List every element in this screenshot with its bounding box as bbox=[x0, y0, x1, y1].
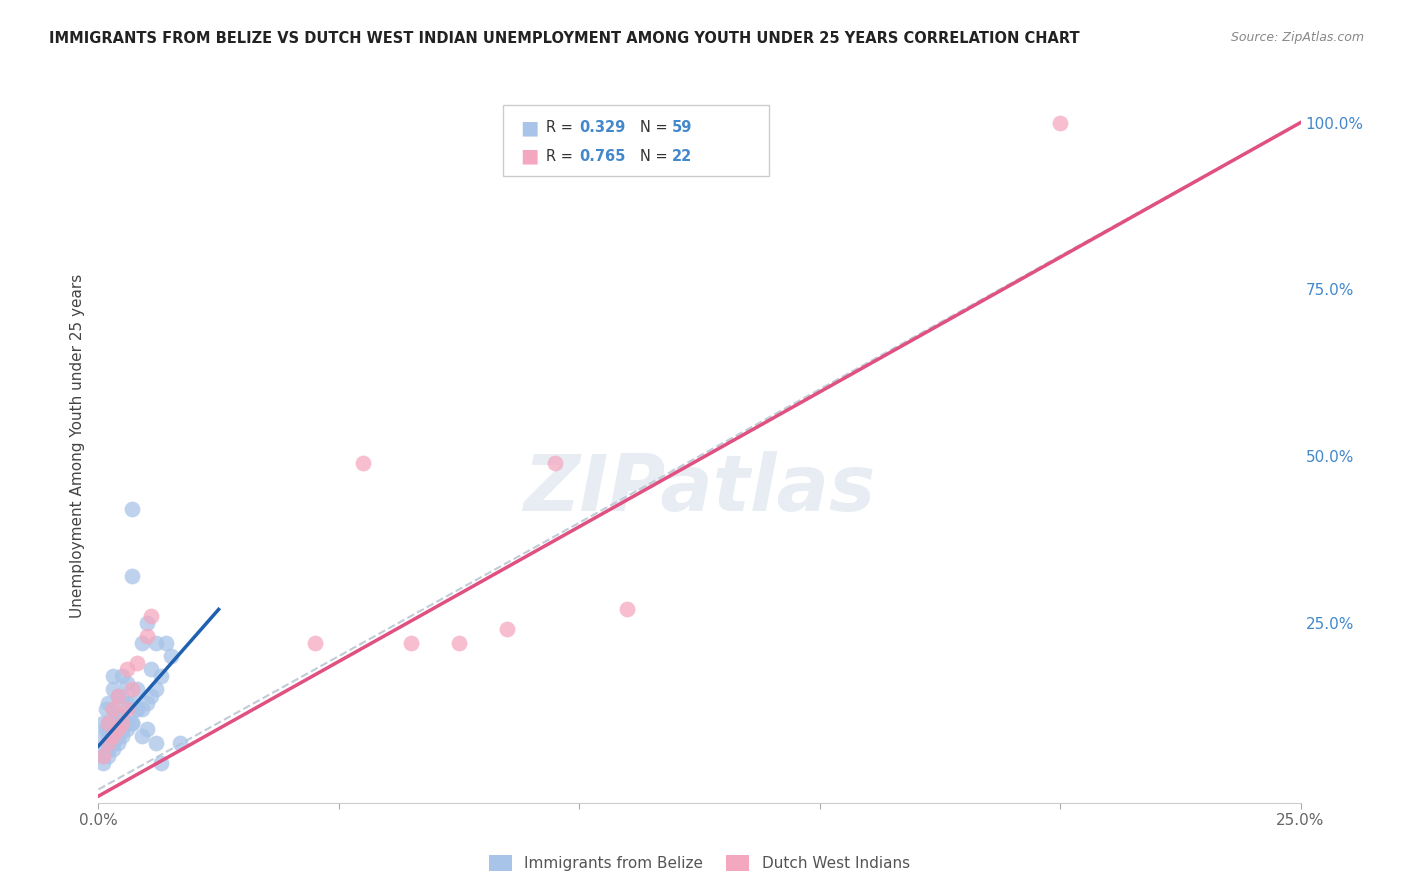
Point bbox=[90, 742, 112, 756]
Point bbox=[101, 736, 124, 750]
Point bbox=[125, 682, 148, 697]
Point bbox=[91, 749, 114, 764]
Point bbox=[145, 736, 167, 750]
Point bbox=[107, 689, 129, 703]
Point bbox=[121, 569, 143, 583]
Text: 59: 59 bbox=[672, 120, 692, 135]
Point bbox=[135, 723, 157, 737]
Point bbox=[135, 696, 157, 710]
Point bbox=[107, 689, 129, 703]
Text: 0.329: 0.329 bbox=[579, 120, 626, 135]
Legend: Immigrants from Belize, Dutch West Indians: Immigrants from Belize, Dutch West India… bbox=[484, 849, 915, 877]
Y-axis label: Unemployment Among Youth under 25 years: Unemployment Among Youth under 25 years bbox=[69, 274, 84, 618]
Point bbox=[141, 609, 163, 624]
Point bbox=[101, 736, 124, 750]
Point bbox=[131, 702, 153, 716]
Point bbox=[131, 636, 153, 650]
Point bbox=[101, 702, 124, 716]
Point bbox=[107, 709, 129, 723]
Point bbox=[131, 729, 153, 743]
Point bbox=[121, 715, 143, 730]
Point bbox=[100, 723, 122, 737]
Text: ZIPatlas: ZIPatlas bbox=[523, 450, 876, 527]
Point bbox=[149, 669, 172, 683]
Point bbox=[121, 682, 143, 697]
Point bbox=[155, 636, 177, 650]
Point bbox=[121, 715, 143, 730]
Point bbox=[399, 636, 422, 650]
Point bbox=[107, 729, 129, 743]
Point bbox=[141, 662, 163, 676]
Point bbox=[159, 649, 181, 664]
Point bbox=[101, 682, 124, 697]
Point bbox=[111, 723, 134, 737]
Point bbox=[91, 715, 114, 730]
Point bbox=[121, 502, 143, 516]
Point bbox=[101, 715, 124, 730]
Text: N =: N = bbox=[640, 120, 672, 135]
Point bbox=[145, 682, 167, 697]
Point bbox=[117, 662, 139, 676]
Point bbox=[117, 696, 139, 710]
Point bbox=[91, 756, 114, 770]
Point bbox=[111, 729, 134, 743]
Point bbox=[111, 715, 134, 730]
Point bbox=[111, 689, 134, 703]
Point bbox=[117, 723, 139, 737]
Point bbox=[97, 736, 120, 750]
Point bbox=[97, 715, 120, 730]
Point bbox=[111, 669, 134, 683]
Point bbox=[117, 715, 139, 730]
Point bbox=[97, 715, 120, 730]
Text: 22: 22 bbox=[672, 149, 692, 163]
Point bbox=[94, 702, 117, 716]
Text: ■: ■ bbox=[520, 118, 538, 137]
Point bbox=[101, 742, 124, 756]
Text: R =: R = bbox=[546, 120, 576, 135]
Point bbox=[111, 723, 134, 737]
Point bbox=[169, 736, 191, 750]
Text: N =: N = bbox=[640, 149, 672, 163]
Point bbox=[447, 636, 470, 650]
Point bbox=[91, 729, 114, 743]
Text: 0.765: 0.765 bbox=[579, 149, 626, 163]
Point bbox=[97, 729, 120, 743]
Point bbox=[149, 756, 172, 770]
Text: Source: ZipAtlas.com: Source: ZipAtlas.com bbox=[1230, 31, 1364, 45]
Point bbox=[107, 723, 129, 737]
Point bbox=[125, 702, 148, 716]
Point bbox=[496, 623, 519, 637]
Point bbox=[135, 615, 157, 630]
Point bbox=[101, 669, 124, 683]
Point bbox=[97, 696, 120, 710]
Point bbox=[135, 629, 157, 643]
Text: ■: ■ bbox=[520, 146, 538, 166]
Point bbox=[121, 696, 143, 710]
Point bbox=[544, 456, 567, 470]
Point bbox=[352, 456, 374, 470]
Point bbox=[616, 602, 638, 616]
Point bbox=[94, 723, 117, 737]
Point bbox=[97, 742, 120, 756]
Point bbox=[117, 702, 139, 716]
Point bbox=[101, 729, 124, 743]
Point bbox=[145, 636, 167, 650]
Point bbox=[304, 636, 326, 650]
Point bbox=[125, 656, 148, 670]
Point bbox=[111, 709, 134, 723]
Point bbox=[125, 702, 148, 716]
Text: R =: R = bbox=[546, 149, 576, 163]
Point bbox=[101, 702, 124, 716]
Point bbox=[141, 689, 163, 703]
Point bbox=[107, 729, 129, 743]
Point bbox=[91, 749, 114, 764]
Point bbox=[97, 749, 120, 764]
Point bbox=[1049, 115, 1071, 129]
Point bbox=[107, 736, 129, 750]
Point bbox=[117, 675, 139, 690]
Text: IMMIGRANTS FROM BELIZE VS DUTCH WEST INDIAN UNEMPLOYMENT AMONG YOUTH UNDER 25 YE: IMMIGRANTS FROM BELIZE VS DUTCH WEST IND… bbox=[49, 31, 1080, 46]
